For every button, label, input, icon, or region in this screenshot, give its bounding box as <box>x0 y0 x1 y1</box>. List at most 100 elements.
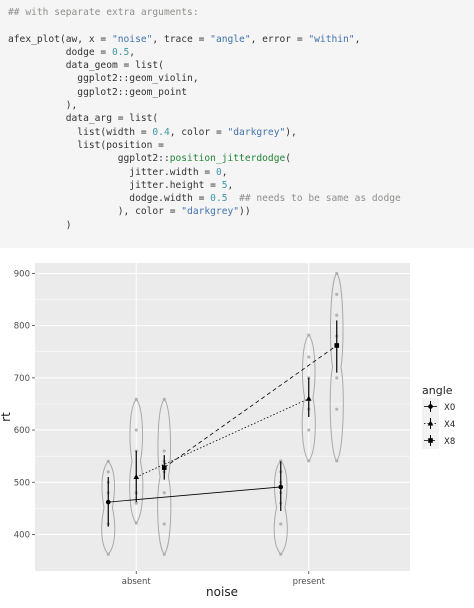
legend-title: angle <box>422 384 453 397</box>
code-token: 5 <box>221 179 228 191</box>
code-line: ), <box>8 99 474 112</box>
code-token: 0 <box>215 166 222 178</box>
code-token: dodge.width = <box>8 193 211 205</box>
mean-line-x8 <box>164 345 337 468</box>
mean-marker <box>278 484 284 490</box>
y-tick-label: 400 <box>14 530 30 540</box>
mean-markers <box>105 343 340 505</box>
data-point <box>134 449 138 453</box>
code-token <box>228 193 240 204</box>
code-token: ## needs to be same as dodge <box>239 193 401 205</box>
legend-label: X8 <box>444 437 455 447</box>
code-line: ) <box>8 219 474 232</box>
mean-marker <box>105 499 111 505</box>
code-line: afex_plot(aw, x = "noise", trace = "angl… <box>8 33 474 46</box>
code-token: jitter.height = <box>8 179 222 191</box>
code-token: , color = <box>169 126 228 138</box>
data-points <box>106 271 339 556</box>
code-line: data_geom = list( <box>8 59 474 72</box>
code-token: "angle" <box>210 33 251 45</box>
code-token: 0.5 <box>210 193 228 205</box>
data-point <box>307 333 311 337</box>
data-point <box>162 552 166 556</box>
code-line: list(width = 0.4, color = "darkgrey"), <box>8 126 474 139</box>
data-point <box>279 459 283 463</box>
code-line: ), color = "darkgrey")) <box>8 205 474 218</box>
legend-label: X0 <box>444 403 455 413</box>
data-point <box>279 522 283 526</box>
data-point <box>162 397 166 401</box>
data-point <box>307 355 311 359</box>
data-point <box>106 470 110 474</box>
data-point <box>279 552 283 556</box>
x-ticks: absent present <box>122 571 326 587</box>
code-line: list(position = <box>8 139 474 152</box>
code-token: , error = <box>250 33 309 45</box>
code-line: jitter.height = 5, <box>8 179 474 192</box>
code-token: ## with separate extra arguments: <box>8 7 199 18</box>
code-line: ggplot2::geom_violin, <box>8 72 474 85</box>
data-point <box>162 491 166 495</box>
x-axis-label: noise <box>206 585 238 599</box>
y-tick-label: 900 <box>14 269 30 279</box>
x-tick-label: absent <box>122 577 152 587</box>
code-token: , <box>129 46 136 58</box>
data-point <box>335 459 339 463</box>
mean-marker <box>161 465 167 470</box>
code-token: ), <box>285 126 297 138</box>
y-tick-label: 800 <box>14 322 30 332</box>
data-point <box>134 501 138 505</box>
legend-keys: X0 X4 X8 <box>422 398 455 449</box>
code-token: ), <box>8 100 78 112</box>
code-token: , <box>221 166 228 178</box>
grid-lines <box>35 263 410 571</box>
code-text: ## with separate extra arguments: afex_p… <box>0 0 474 232</box>
y-ticks: 400 500 600 700 800 900 <box>14 269 35 540</box>
code-line: ggplot2::position_jitterdodge( <box>8 152 474 165</box>
mean-line-x4 <box>136 398 309 478</box>
code-line: jitter.width = 0, <box>8 166 474 179</box>
code-token: 0.5 <box>111 46 130 58</box>
legend-label: X4 <box>444 420 455 430</box>
code-token: "noise" <box>111 33 153 45</box>
data-point <box>106 552 110 556</box>
data-point <box>307 459 311 463</box>
code-line: ggplot2::geom_point <box>8 86 474 99</box>
code-token: , trace = <box>152 33 211 45</box>
code-token: data_geom = list( <box>8 60 164 72</box>
code-token: "darkgrey" <box>181 206 240 218</box>
data-point <box>335 376 339 380</box>
legend-marker-square <box>428 438 433 443</box>
code-token: ) <box>8 219 72 231</box>
mean-marker <box>334 343 340 348</box>
code-line: data_arg = list( <box>8 112 474 125</box>
mean-lines <box>108 345 337 503</box>
y-axis-label: rt <box>0 412 13 422</box>
legend: angle X0 X4 X8 <box>422 384 455 449</box>
panel-background <box>35 263 410 571</box>
code-token: 0.4 <box>152 126 170 138</box>
code-token: list(position = <box>8 139 164 151</box>
legend-marker-triangle <box>427 420 434 426</box>
code-token: ggplot2::geom_violin, <box>8 73 199 85</box>
code-token: ), color = <box>8 206 182 218</box>
x-tick-label: present <box>293 577 326 587</box>
code-token: "within" <box>308 33 355 45</box>
code-line: ## with separate extra arguments: <box>8 6 474 19</box>
code-line: dodge = 0.5, <box>8 46 474 59</box>
data-point <box>134 397 138 401</box>
code-token: jitter.width = <box>8 166 216 178</box>
data-point <box>335 271 339 276</box>
data-point <box>134 521 138 525</box>
code-token: list(width = <box>8 126 153 138</box>
plot-area: 400 500 600 700 800 900 absent present noise r… <box>0 250 474 604</box>
data-point <box>162 522 166 526</box>
code-token: ( <box>285 153 292 165</box>
code-line: dodge.width = 0.5 ## needs to be same as… <box>8 192 474 205</box>
y-tick-label: 600 <box>14 426 30 436</box>
code-token: position_jitterdodge <box>169 153 286 165</box>
data-point <box>307 428 311 432</box>
data-point <box>134 428 138 432</box>
code-token: ggplot2:: <box>8 153 170 165</box>
code-token: data_arg = list( <box>8 113 159 125</box>
